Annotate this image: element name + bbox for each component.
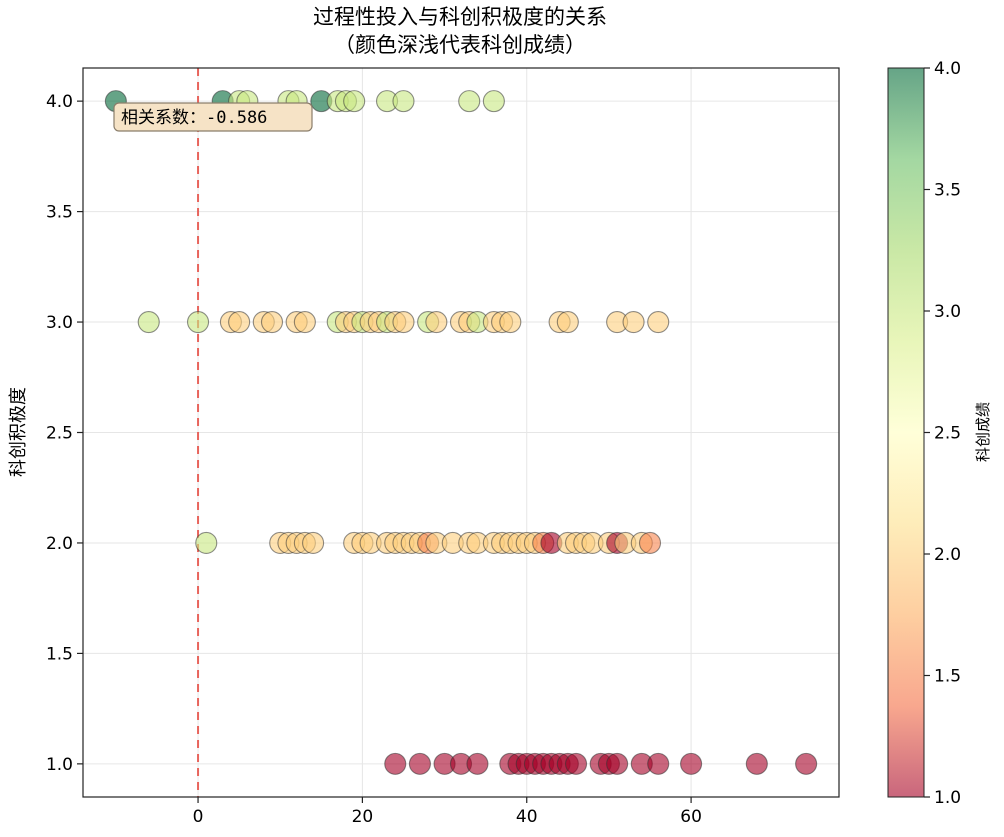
data-point	[425, 310, 448, 334]
data-point	[647, 310, 670, 334]
x-tick-label: 0	[193, 807, 204, 827]
chart-title: 过程性投入与科创积极度的关系	[313, 5, 607, 29]
colorbar-ticks: 1.0 1.5 2.0 2.5 3.0 3.5 4.0	[924, 59, 961, 808]
y-tick-label: 1.0	[46, 755, 73, 775]
x-axis: 0 20 40 60	[193, 797, 702, 827]
y-axis-label: 科创积极度	[8, 387, 29, 477]
data-point	[680, 752, 703, 775]
data-point	[556, 310, 579, 334]
annotation-box	[113, 102, 313, 132]
y-tick-label: 1.5	[46, 644, 73, 664]
data-point	[392, 90, 415, 113]
data-point	[458, 90, 481, 113]
data-point	[482, 90, 505, 113]
x-tick-label: 20	[352, 807, 374, 827]
data-point	[622, 310, 645, 334]
data-point	[408, 752, 431, 775]
data-point	[638, 531, 662, 555]
data-point	[795, 752, 818, 775]
data-point	[466, 752, 489, 775]
correlation-annotation: 相关系数：-0.586	[113, 102, 313, 132]
data-point	[499, 310, 522, 334]
colorbar-tick-label: 3.5	[934, 181, 961, 201]
chart-subtitle: （颜色深浅代表科创成绩）	[334, 33, 586, 57]
y-tick-label: 2.5	[46, 424, 73, 444]
data-point	[606, 752, 629, 775]
data-point	[137, 310, 160, 334]
colorbar-tick-label: 3.0	[934, 302, 961, 322]
colorbar-tick-label: 1.5	[934, 667, 961, 687]
data-point	[302, 531, 325, 555]
colorbar-tick-label: 2.5	[934, 424, 961, 444]
colorbar-tick-label: 1.0	[934, 788, 961, 808]
y-tick-label: 2.0	[46, 534, 73, 554]
annotation-text: 相关系数：-0.586	[121, 108, 267, 128]
data-point	[647, 752, 670, 775]
grid	[83, 68, 839, 797]
x-tick-label: 40	[516, 807, 538, 827]
y-tick-label: 4.0	[46, 92, 73, 112]
y-tick-label: 3.5	[46, 203, 73, 223]
colorbar-tick-label: 4.0	[934, 59, 961, 79]
colorbar	[887, 67, 925, 798]
data-point	[228, 310, 251, 334]
x-tick-label: 60	[680, 807, 702, 827]
data-point	[384, 752, 407, 775]
y-tick-label: 3.0	[46, 313, 73, 333]
data-point	[745, 752, 768, 775]
colorbar-tick-label: 2.0	[934, 545, 961, 565]
data-point	[343, 90, 366, 113]
data-point	[564, 752, 588, 775]
colorbar-label: 科创成绩	[974, 402, 992, 462]
data-point	[392, 310, 415, 334]
y-axis: 1.0 1.5 2.0 2.5 3.0 3.5 4.0	[46, 92, 83, 775]
data-point	[195, 531, 218, 555]
data-point	[260, 310, 284, 334]
data-point	[293, 310, 316, 334]
data-point	[186, 310, 210, 334]
data-points	[104, 90, 818, 775]
